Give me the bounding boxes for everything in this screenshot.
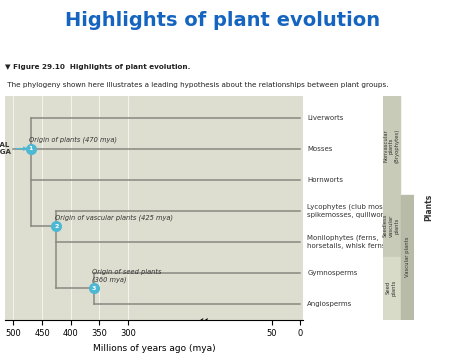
Bar (383, 257, 400, 319)
Text: Liverworts: Liverworts (307, 115, 344, 121)
Text: ANCESTRAL
GREEN ALGA: ANCESTRAL GREEN ALGA (0, 142, 26, 155)
Text: Nonvascular
plants
(Bryophytes): Nonvascular plants (Bryophytes) (383, 129, 400, 163)
Bar (401, 195, 414, 319)
Text: Angiosperms: Angiosperms (307, 301, 353, 307)
Text: Plants: Plants (424, 194, 433, 221)
Text: Origin of plants (470 mya): Origin of plants (470 mya) (29, 136, 117, 143)
Text: 3: 3 (91, 286, 96, 291)
Text: Seed
plants: Seed plants (386, 280, 397, 296)
Text: The phylogeny shown here illustrates a leading hypothesis about the relationship: The phylogeny shown here illustrates a l… (5, 82, 388, 88)
Text: 2: 2 (54, 224, 59, 229)
Text: Monilophytes (ferns,
horsetails, whisk ferns): Monilophytes (ferns, horsetails, whisk f… (307, 235, 389, 249)
Text: Gymnosperms: Gymnosperms (307, 270, 357, 276)
Bar (383, 195, 400, 257)
Text: Hornworts: Hornworts (307, 177, 343, 183)
Text: Mosses: Mosses (307, 146, 333, 152)
Text: Origin of seed plants
(360 mya): Origin of seed plants (360 mya) (92, 269, 162, 283)
Text: Lycophytes (club mosses,
spikemosses, quillworts): Lycophytes (club mosses, spikemosses, qu… (307, 204, 397, 218)
Text: Highlights of plant evolution: Highlights of plant evolution (65, 11, 380, 30)
Bar (383, 96, 400, 195)
Text: 1: 1 (28, 146, 33, 151)
Text: ▼ Figure 29.10  Highlights of plant evolution.: ▼ Figure 29.10 Highlights of plant evolu… (5, 64, 190, 70)
X-axis label: Millions of years ago (mya): Millions of years ago (mya) (93, 344, 215, 353)
Text: Origin of vascular plants (425 mya): Origin of vascular plants (425 mya) (55, 214, 173, 221)
Text: Vascular plants: Vascular plants (405, 236, 410, 277)
Text: Seedless
vascular
plants: Seedless vascular plants (383, 214, 400, 237)
